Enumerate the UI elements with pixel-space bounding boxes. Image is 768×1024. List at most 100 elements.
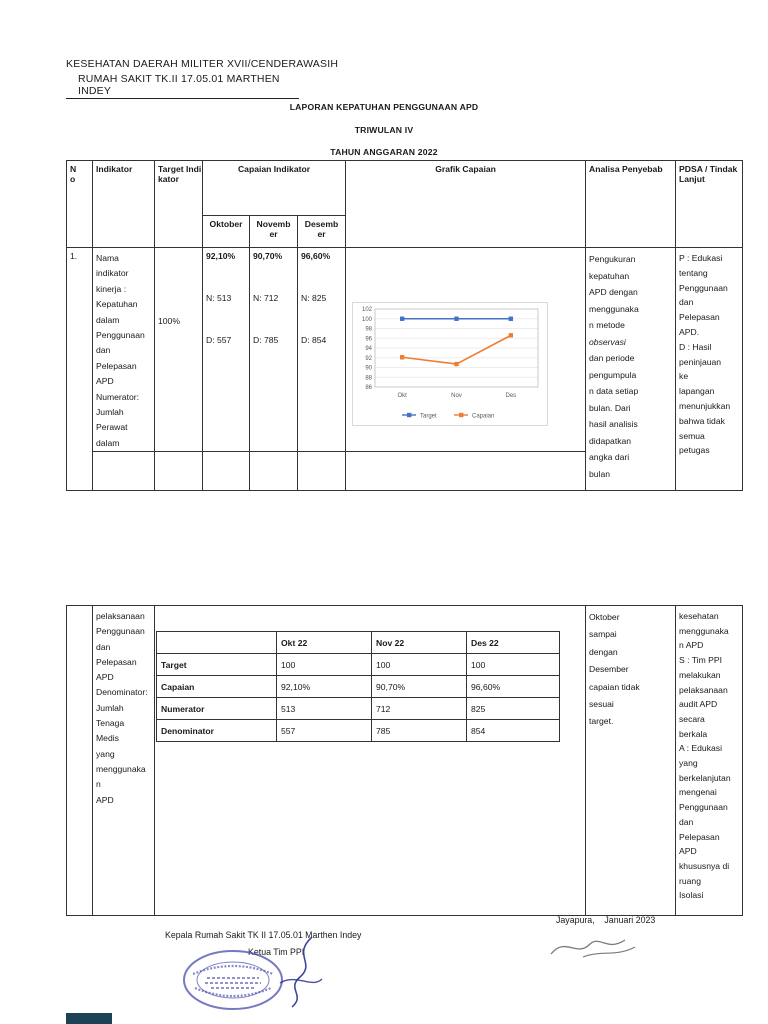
text-line: hasil analisis — [589, 419, 638, 429]
text-line: bahwa tidak — [679, 415, 725, 426]
text-line: Pelepasan — [679, 831, 720, 842]
monthly-table-cell: Target — [156, 653, 277, 676]
col-header-indikator: Indikator — [92, 160, 155, 248]
text-line: Numerator: — [96, 391, 139, 402]
text-line: angka dari — [589, 452, 630, 462]
capaian-des-numerator: N: 825 — [301, 293, 327, 303]
text-line: Isolasi — [679, 890, 704, 901]
svg-text:Nov: Nov — [451, 393, 462, 399]
monthly-summary-cell: Okt 22 Nov 22 Des 22 Target 100 100 100 Capaian… — [154, 605, 586, 916]
hospital-stamp — [183, 950, 283, 1010]
text-line: pengumpula — [589, 369, 637, 380]
indikator-continued-text: pelaksanaan Penggunaan dan Pelepasan APD Deno… — [96, 609, 151, 808]
text-line: Tenaga — [96, 718, 125, 729]
analisa-continued-text: Oktober sampai dengan Desember capaian tidak… — [589, 609, 672, 731]
text-line: Nama — [96, 253, 119, 263]
text-line: Perawat — [96, 422, 128, 433]
text-line: tentang — [679, 267, 708, 278]
text-line: menggunaka — [96, 763, 146, 774]
text-line: Penggunaan — [679, 802, 728, 813]
text-line: bulan. Dari — [589, 402, 631, 413]
text-line: dan periode — [589, 353, 635, 363]
pdsa-text: P : Edukasi tentang Penggunaan dan Pelepasan… — [679, 251, 739, 458]
monthly-table-cell: Denominator — [156, 719, 277, 742]
text-line: pelaksanaan — [679, 684, 728, 695]
capaian-november-cell: 90,70% N: 712 D: 785 — [249, 247, 298, 491]
monthly-table-cell: 785 — [371, 719, 467, 742]
capaian-desember-cell: 96,60% N: 825 D: 854 — [296, 247, 347, 491]
text-line: observasi — [589, 336, 626, 347]
capaian-nov-numerator: N: 712 — [253, 293, 279, 303]
letterhead-line1: KESEHATAN DAERAH MILITER XVII/CENDERAWAS… — [66, 58, 339, 70]
text-line: sesuai — [589, 699, 614, 710]
text-line: indikator — [96, 268, 129, 279]
svg-text:94: 94 — [365, 346, 372, 352]
text-line: lapangan — [679, 386, 715, 397]
text-line: yang — [96, 748, 115, 759]
svg-text:90: 90 — [365, 366, 372, 372]
svg-text:96: 96 — [365, 336, 372, 342]
monthly-table-header: Des 22 — [466, 631, 560, 654]
analisa-cell-continued: Oktober sampai dengan Desember capaian tidak… — [585, 605, 676, 916]
analisa-cell: Pengukuran kepatuhan APD dengan menggunaka n… — [585, 247, 677, 491]
svg-text:Target: Target — [420, 414, 437, 420]
text-line: n APD — [679, 640, 704, 651]
scan-artifact-bar — [66, 1013, 112, 1024]
svg-text:92: 92 — [365, 356, 372, 362]
text-line: bulan — [589, 468, 611, 479]
letterhead-underline: RUMAH SAKIT TK.II 17.05.01 MARTHEN INDEY — [66, 70, 299, 99]
text-line: Pelepasan — [96, 360, 137, 371]
text-line: n — [96, 779, 101, 790]
monthly-table-row: Denominator 557 785 854 — [156, 719, 560, 742]
monthly-table-cell: 90,70% — [371, 675, 467, 698]
col-header-november: November — [249, 215, 298, 248]
text-line: dan — [96, 345, 111, 356]
text-line: didapatkan — [589, 435, 632, 446]
text-line: sampai — [589, 629, 617, 640]
monthly-table-cell: 100 — [371, 653, 467, 676]
text-line: Jumlah — [96, 702, 124, 713]
monthly-table-cell: 712 — [371, 697, 467, 720]
text-line: dalam — [96, 314, 120, 325]
text-line: menggunaka — [679, 625, 729, 636]
monthly-table-cell: 825 — [466, 697, 560, 720]
text-line: A : Edukasi — [679, 743, 722, 754]
letterhead-line2: RUMAH SAKIT TK.II 17.05.01 MARTHEN INDEY — [78, 73, 280, 97]
indikator-cell-continued: pelaksanaan Penggunaan dan Pelepasan APD Deno… — [92, 605, 155, 916]
analisa-text: Pengukuran kepatuhan APD dengan menggunaka n… — [589, 251, 672, 482]
signature-right — [550, 939, 636, 958]
col-header-capaian: Capaian Indikator — [201, 160, 347, 216]
text-line: Medis — [96, 733, 119, 744]
text-line: menunjukkan — [679, 400, 731, 411]
text-line: ke — [679, 371, 689, 382]
text-line: dalam — [96, 437, 120, 448]
monthly-table-cell: 92,10% — [276, 675, 372, 698]
letterhead: KESEHATAN DAERAH MILITER XVII/CENDERAWAS… — [66, 58, 338, 99]
monthly-table-cell: 100 — [276, 653, 372, 676]
indikator-text: Nama indikator kinerja : Kepatuhan dalam Peng… — [96, 251, 151, 451]
text-line: dengan — [589, 646, 618, 657]
text-line: target. — [589, 716, 614, 727]
monthly-table-cell: 854 — [466, 719, 560, 742]
monthly-table-cell: 557 — [276, 719, 372, 742]
monthly-table-row: Target 100 100 100 — [156, 653, 560, 676]
text-line: Penggunaan — [96, 626, 145, 637]
text-line: APD — [96, 376, 114, 387]
monthly-table-cell: 100 — [466, 653, 560, 676]
text-line: kinerja : — [96, 283, 127, 294]
monthly-table-row: Numerator 513 712 825 — [156, 697, 560, 720]
svg-text:Capaian: Capaian — [472, 414, 494, 420]
report-quarter: TRIWULAN IV — [354, 125, 414, 135]
row-number-cell-continued — [66, 605, 93, 916]
text-line: petugas — [679, 445, 710, 456]
table-divider-line — [92, 451, 585, 452]
text-line: audit APD — [679, 699, 718, 710]
capaian-okt-pct: 92,10% — [206, 251, 236, 261]
svg-text:98: 98 — [365, 327, 372, 333]
col-header-grafik: Grafik Capaian — [345, 160, 587, 248]
text-line: menggunaka — [589, 303, 639, 314]
text-line: kesehatan — [679, 611, 719, 621]
text-line: Pengukuran — [589, 254, 636, 264]
text-line: semua — [679, 430, 705, 441]
text-line: Oktober — [589, 612, 620, 622]
